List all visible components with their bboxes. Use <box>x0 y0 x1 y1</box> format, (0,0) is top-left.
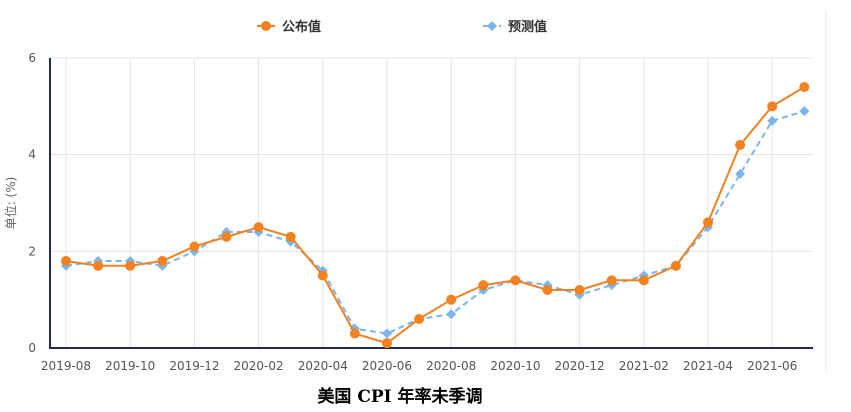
legend-label: 预测值 <box>508 19 547 35</box>
data-point[interactable] <box>93 260 104 271</box>
data-point[interactable] <box>414 314 425 324</box>
x-tick-label: 2021-06 <box>747 359 797 373</box>
x-tick-label: 2019-10 <box>105 359 155 373</box>
y-tick-labels: 0 2 4 6 <box>28 51 36 355</box>
y-tick-label: 6 <box>28 51 36 65</box>
data-point[interactable] <box>767 115 778 126</box>
x-tick-label: 2020-02 <box>234 359 284 373</box>
data-point[interactable] <box>574 285 585 295</box>
data-point[interactable] <box>125 260 136 271</box>
data-point[interactable] <box>799 106 810 117</box>
data-point[interactable] <box>510 275 521 286</box>
x-tick-label: 2020-06 <box>362 359 412 373</box>
data-point[interactable] <box>157 256 168 266</box>
legend-item[interactable]: 预测值 <box>483 19 547 35</box>
data-point[interactable] <box>189 241 200 252</box>
data-point[interactable] <box>767 101 778 112</box>
data-point[interactable] <box>253 222 264 233</box>
legend-label: 公布值 <box>282 19 321 35</box>
legend[interactable]: 公布值 预测值 <box>257 19 547 35</box>
x-tick-labels: 2019-08 2019-10 2019-12 2020-02 2020-04 2020-… <box>41 359 797 373</box>
x-tick-label: 2020-12 <box>555 359 605 373</box>
data-point[interactable] <box>670 260 681 271</box>
x-tick-label: 2019-12 <box>169 359 219 373</box>
x-tick-label: 2020-10 <box>490 359 540 373</box>
x-tick-label: 2021-02 <box>619 359 669 373</box>
y-tick-label: 4 <box>28 148 36 162</box>
chart-title: 美国 CPI 年率未季调 <box>317 386 482 407</box>
data-point[interactable] <box>446 309 457 320</box>
data-point[interactable] <box>638 275 649 286</box>
data-point[interactable] <box>221 231 232 242</box>
data-point[interactable] <box>735 169 746 179</box>
data-point[interactable] <box>317 270 328 281</box>
legend-marker <box>487 21 497 31</box>
x-tick-label: 2019-08 <box>41 359 91 373</box>
data-point[interactable] <box>542 285 553 295</box>
data-point[interactable] <box>285 231 296 242</box>
data-point[interactable] <box>478 280 489 291</box>
y-tick-label: 2 <box>28 244 36 258</box>
data-point[interactable] <box>382 328 392 339</box>
series-forecast <box>61 106 810 339</box>
data-point[interactable] <box>349 328 360 339</box>
data-point[interactable] <box>735 140 746 150</box>
legend-item[interactable]: 公布值 <box>257 19 321 35</box>
series-published <box>61 82 810 349</box>
data-point[interactable] <box>703 217 713 228</box>
series-line <box>65 110 805 335</box>
x-tick-label: 2020-08 <box>426 359 476 373</box>
grid-lines <box>50 57 813 348</box>
data-point[interactable] <box>61 256 71 266</box>
legend-marker <box>261 21 271 31</box>
x-tick-label: 2020-04 <box>298 359 348 373</box>
data-point[interactable] <box>799 82 810 92</box>
series-layer <box>61 82 810 349</box>
x-tick-label: 2021-04 <box>683 359 733 373</box>
data-point[interactable] <box>382 338 392 349</box>
data-point[interactable] <box>606 275 617 286</box>
y-tick-label: 0 <box>28 341 36 355</box>
data-point[interactable] <box>446 294 457 305</box>
series-line <box>65 86 805 345</box>
y-axis-label: 单位: (%) <box>3 177 18 230</box>
